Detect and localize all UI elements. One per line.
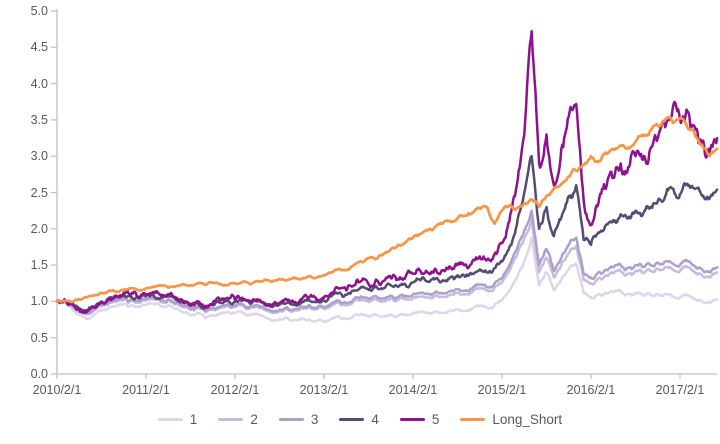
legend-item-5: 5: [399, 412, 440, 427]
legend-item-1: 1: [157, 412, 198, 427]
y-tick-label: 5.0: [30, 4, 48, 18]
legend-item-3: 3: [278, 412, 319, 427]
x-tick-label: 2015/2/1: [477, 383, 527, 397]
legend-swatch-icon: [399, 417, 425, 422]
legend-label: 1: [189, 412, 198, 427]
legend-swatch-icon: [460, 417, 486, 422]
legend-label: 2: [250, 412, 258, 427]
y-tick-label: 1.0: [30, 294, 48, 309]
legend-item-Long_Short: Long_Short: [460, 412, 562, 427]
legend-label: Long_Short: [492, 412, 563, 427]
y-tick-label: 0.5: [30, 330, 48, 345]
legend-item-2: 2: [218, 412, 258, 427]
legend-label: 5: [431, 412, 440, 427]
y-tick-label: 3.5: [30, 112, 48, 127]
y-tick-label: 2.5: [30, 185, 48, 200]
y-tick-label: 1.5: [30, 258, 48, 273]
series-line-2: [55, 218, 719, 316]
legend-swatch-icon: [218, 417, 244, 422]
x-tick-label: 2012/2/1: [210, 383, 260, 397]
legend-swatch-icon: [278, 417, 304, 422]
series-line-Long_Short: [55, 115, 719, 304]
legend-swatch-icon: [339, 417, 365, 422]
y-tick-label: 0.0: [30, 367, 48, 381]
y-tick-label: 2.0: [30, 221, 48, 236]
x-tick-label: 2016/2/1: [566, 383, 616, 397]
legend-label: 3: [310, 412, 319, 427]
legend-item-4: 4: [339, 412, 379, 427]
x-tick-label: 2017/2/1: [655, 383, 705, 397]
y-tick-label: 4.5: [30, 40, 48, 55]
series-line-5: [55, 30, 719, 314]
x-tick-label: 2014/2/1: [388, 383, 438, 397]
y-tick-label: 3.0: [30, 149, 48, 164]
x-tick-label: 2013/2/1: [299, 383, 349, 397]
series-line-3: [55, 209, 719, 315]
x-tick-label: 2011/2/1: [122, 383, 170, 397]
chart-legend: 1 2 3 4 5 Long_Short: [0, 412, 720, 427]
y-tick-label: 4.0: [30, 76, 48, 91]
series-line-1: [55, 236, 719, 323]
legend-swatch-icon: [157, 417, 183, 422]
x-tick-label: 2010/2/1: [32, 383, 82, 397]
legend-label: 4: [371, 412, 379, 427]
